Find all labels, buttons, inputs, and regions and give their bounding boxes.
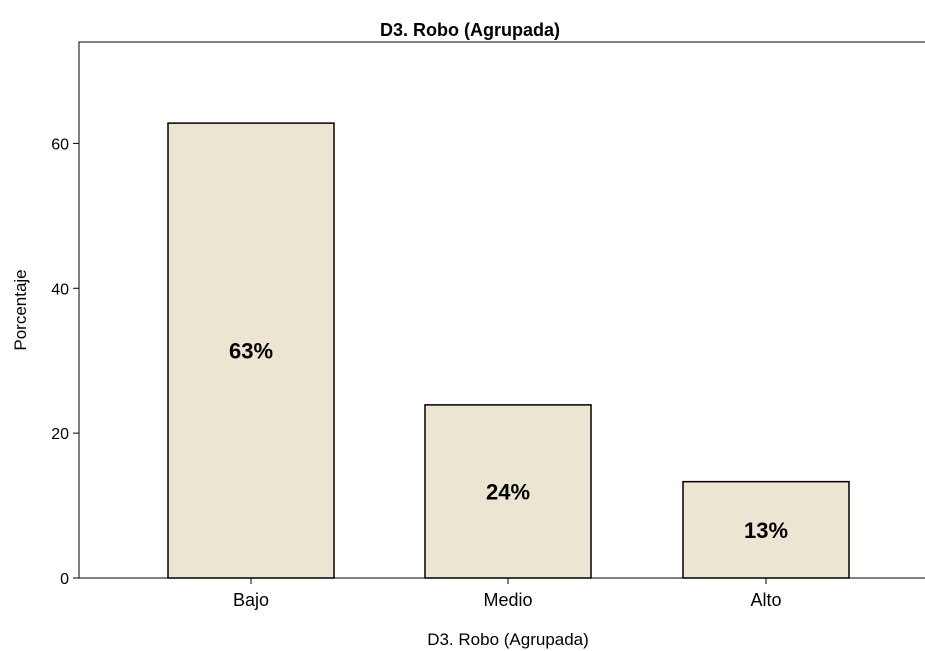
chart-title: D3. Robo (Agrupada) xyxy=(380,20,560,40)
bars-group: 63% 24% 13% xyxy=(167,122,850,579)
x-tick-label: Bajo xyxy=(233,590,269,610)
x-axis: Bajo Medio Alto xyxy=(233,578,782,610)
bar-bajo xyxy=(167,122,335,579)
bar-alto xyxy=(682,480,850,579)
y-tick-label: 20 xyxy=(51,426,69,443)
data-label: 13% xyxy=(744,518,788,543)
y-axis-label: Porcentaje xyxy=(11,269,30,350)
x-axis-label: D3. Robo (Agrupada) xyxy=(427,630,589,649)
data-label: 63% xyxy=(229,339,273,364)
y-tick-label: 0 xyxy=(60,571,69,588)
y-tick-label: 40 xyxy=(51,281,69,298)
y-tick-label: 60 xyxy=(51,136,69,153)
data-label: 24% xyxy=(486,479,530,504)
x-tick-label: Medio xyxy=(483,590,532,610)
y-axis: 0 20 40 60 xyxy=(51,136,79,588)
x-tick-label: Alto xyxy=(750,590,781,610)
